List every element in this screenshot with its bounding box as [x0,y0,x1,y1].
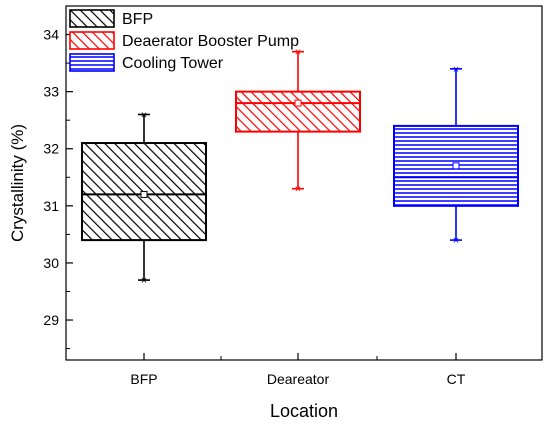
min-marker: × [141,275,147,287]
mean-marker [452,162,460,170]
legend: BFP Deaerator Booster Pump Cooling Tower [69,9,299,72]
y-axis: 29 30 31 32 33 34 [43,5,73,350]
legend-swatch [69,31,115,50]
y-tick-label: 34 [43,27,59,43]
legend-swatch [69,9,115,28]
y-tick-label: 32 [43,141,59,157]
x-tick-label: BFP [130,371,157,387]
y-tick-label: 33 [43,84,59,100]
x-axis-label: Location [270,401,338,421]
legend-label: Cooling Tower [122,55,224,72]
max-marker: × [295,47,301,59]
x-tick-label: Deareator [267,371,330,387]
x-axis: BFP Deareator CT [130,353,466,387]
x-tick-label: CT [447,371,466,387]
box-ct: ×× [393,64,519,247]
box-deareator: ×× [235,47,361,196]
y-axis-label: Crystallinity (%) [8,124,27,242]
max-marker: × [141,109,147,121]
min-marker: × [295,184,301,196]
legend-label: BFP [122,11,153,28]
min-marker: × [453,235,459,247]
legend-swatch [69,53,115,72]
mean-marker [294,99,302,107]
iqr-box [235,90,361,133]
y-tick-label: 29 [43,312,59,328]
plot-area [65,5,543,361]
mean-marker [140,190,148,198]
y-tick-label: 30 [43,255,59,271]
y-tick-label: 31 [43,198,59,214]
max-marker: × [453,64,459,76]
box-series-group: ×××××× [81,47,519,287]
box-bfp: ×× [81,109,207,287]
legend-label: Deaerator Booster Pump [122,33,299,50]
